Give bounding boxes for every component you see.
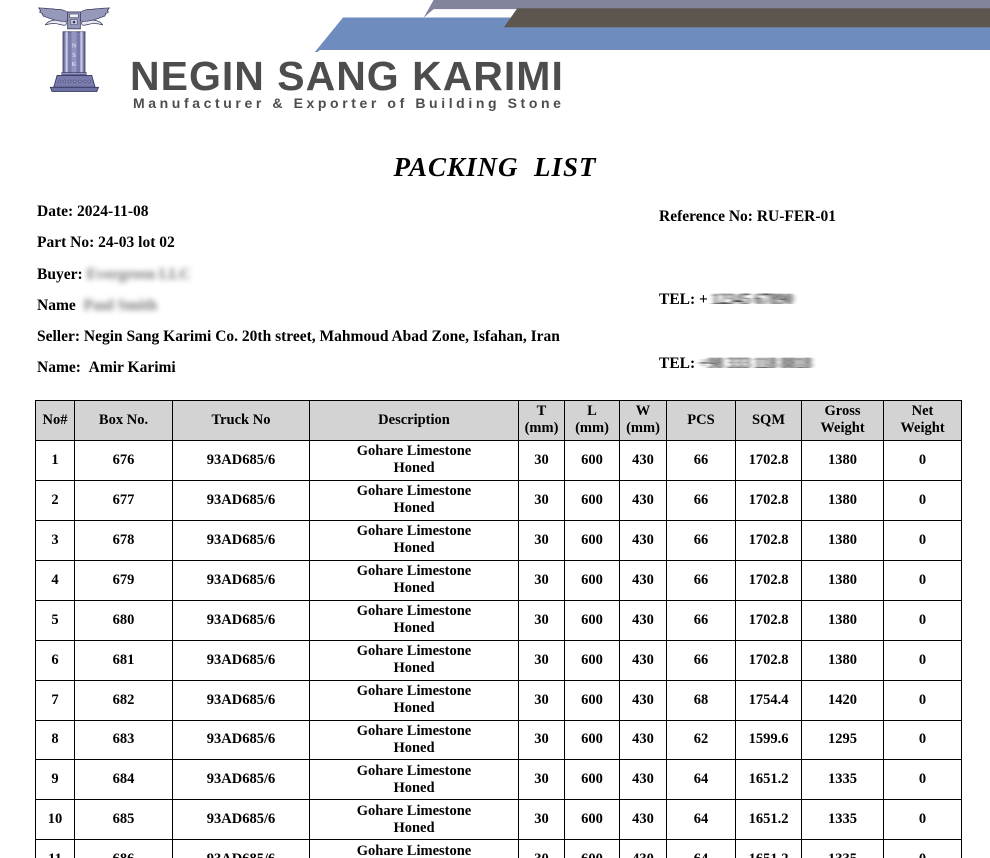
svg-text:K: K [72,61,77,68]
svg-text:N: N [72,42,77,49]
svg-text:S: S [72,52,76,59]
